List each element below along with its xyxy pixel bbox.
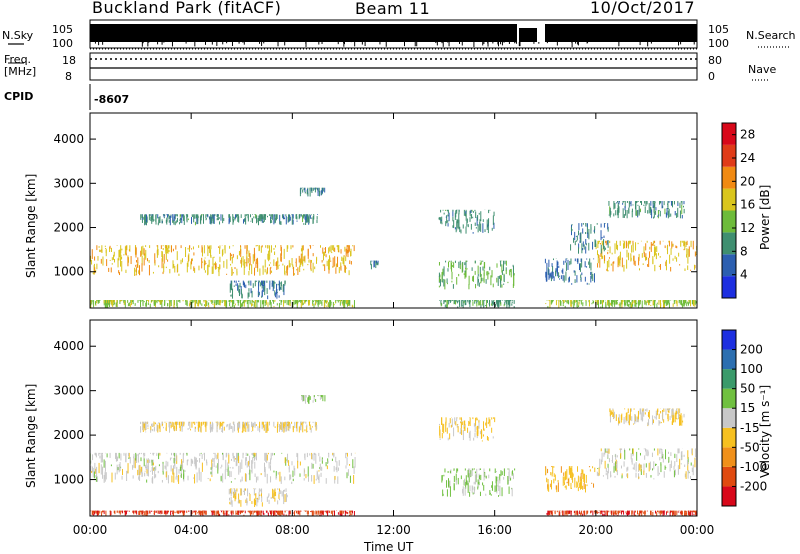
y-tick-label: 2000 (53, 428, 84, 442)
y-tick-label: 4000 (53, 132, 84, 146)
colorbar-segment (722, 276, 736, 298)
x-tick-label: 16:00 (477, 523, 512, 537)
colorbar-frame (721, 122, 737, 299)
colorbar-segment (722, 123, 736, 145)
x-tick-label: 04:00 (174, 523, 209, 537)
x-tick-label: 12:00 (376, 523, 411, 537)
y-tick-label: 1000 (53, 265, 84, 279)
colorbar-segment (722, 427, 736, 448)
colorbar-segment (722, 330, 736, 350)
panel-frame (89, 112, 698, 309)
nave-label: Nave (748, 63, 777, 76)
nsky-fill-b (545, 24, 697, 42)
colorbar-segment (722, 232, 736, 255)
colorbar-tick-label: -50 (740, 440, 760, 454)
beam-label: Beam 11 (355, 0, 431, 18)
colorbar-tick-label: 16 (740, 198, 755, 212)
nsky-fill-a (90, 24, 517, 42)
nsearch-tick-top: 105 (708, 23, 729, 36)
colorbar-segment (722, 447, 736, 467)
x-tick-label: 20:00 (579, 523, 614, 537)
colorbar-tick-label: 100 (740, 362, 763, 376)
cpid-value: -8607 (94, 93, 130, 106)
echo-scatter-velocity (89, 395, 698, 516)
freq-tick-bottom: 8 (65, 70, 72, 83)
y-tick-label: 3000 (53, 176, 84, 190)
colorbar-segment (722, 210, 736, 233)
colorbar-segment (722, 166, 736, 189)
y-tick-label: 2000 (53, 221, 84, 235)
colorbar-tick-label: 12 (740, 221, 755, 235)
colorbar-segment (722, 369, 736, 389)
colorbar-segment (722, 388, 736, 409)
colorbar-tick-label: 50 (740, 382, 755, 396)
cpid-label: CPID (4, 90, 34, 103)
date-label: 10/Oct/2017 (590, 0, 696, 17)
colorbar-segment (722, 144, 736, 167)
colorbar-tick-label: 28 (740, 128, 755, 142)
colorbar-tick-label: 4 (740, 268, 748, 282)
nsearch-tick-bottom: 100 (708, 37, 729, 50)
colorbar-frame (721, 329, 737, 507)
x-tick-label: 00:00 (680, 523, 715, 537)
station-title: Buckland Park (fitACF) (92, 0, 282, 17)
colorbar-segment (722, 486, 736, 506)
y-tick-label: 3000 (53, 384, 84, 398)
echo-scatter-power (90, 187, 698, 308)
colorbar-segment (722, 349, 736, 370)
nsky-label: N.Sky (2, 29, 34, 42)
colorbar-tick-label: 20 (740, 174, 755, 188)
freq-unit-label: [MHz] (4, 65, 37, 78)
colorbar-segment (722, 188, 736, 211)
colorbar-tick-label: -15 (740, 421, 760, 435)
nsky-tick-bottom: 100 (52, 37, 73, 50)
nave-tick-bottom: 0 (708, 70, 715, 83)
panel-frame (89, 319, 698, 517)
freq-label: Freq. (4, 53, 32, 66)
colorbar-tick-label: 24 (740, 151, 755, 165)
nsky-tick-top: 105 (52, 23, 73, 36)
colorbar-segment (722, 466, 736, 487)
nsearch-label: N.Search (746, 29, 796, 42)
colorbar-tick-label: -100 (740, 460, 767, 474)
colorbar-tick-label: -200 (740, 479, 767, 493)
x-tick-label: 08:00 (275, 523, 310, 537)
colorbar-tick-label: 8 (740, 244, 748, 258)
nsky-fill-c (519, 28, 537, 42)
colorbar-tick-label: 15 (740, 401, 755, 415)
nave-tick-top: 80 (708, 54, 722, 67)
colorbar-segment (722, 254, 736, 277)
colorbar-segment (722, 408, 736, 428)
freq-tick-top: 18 (62, 54, 76, 67)
x-axis-label: Time UT (364, 540, 414, 554)
y-tick-label: 1000 (53, 473, 84, 487)
colorbar-tick-label: 200 (740, 343, 763, 357)
x-tick-label: 00:00 (73, 523, 108, 537)
freq-panel (89, 52, 698, 81)
y-tick-label: 4000 (53, 339, 84, 353)
